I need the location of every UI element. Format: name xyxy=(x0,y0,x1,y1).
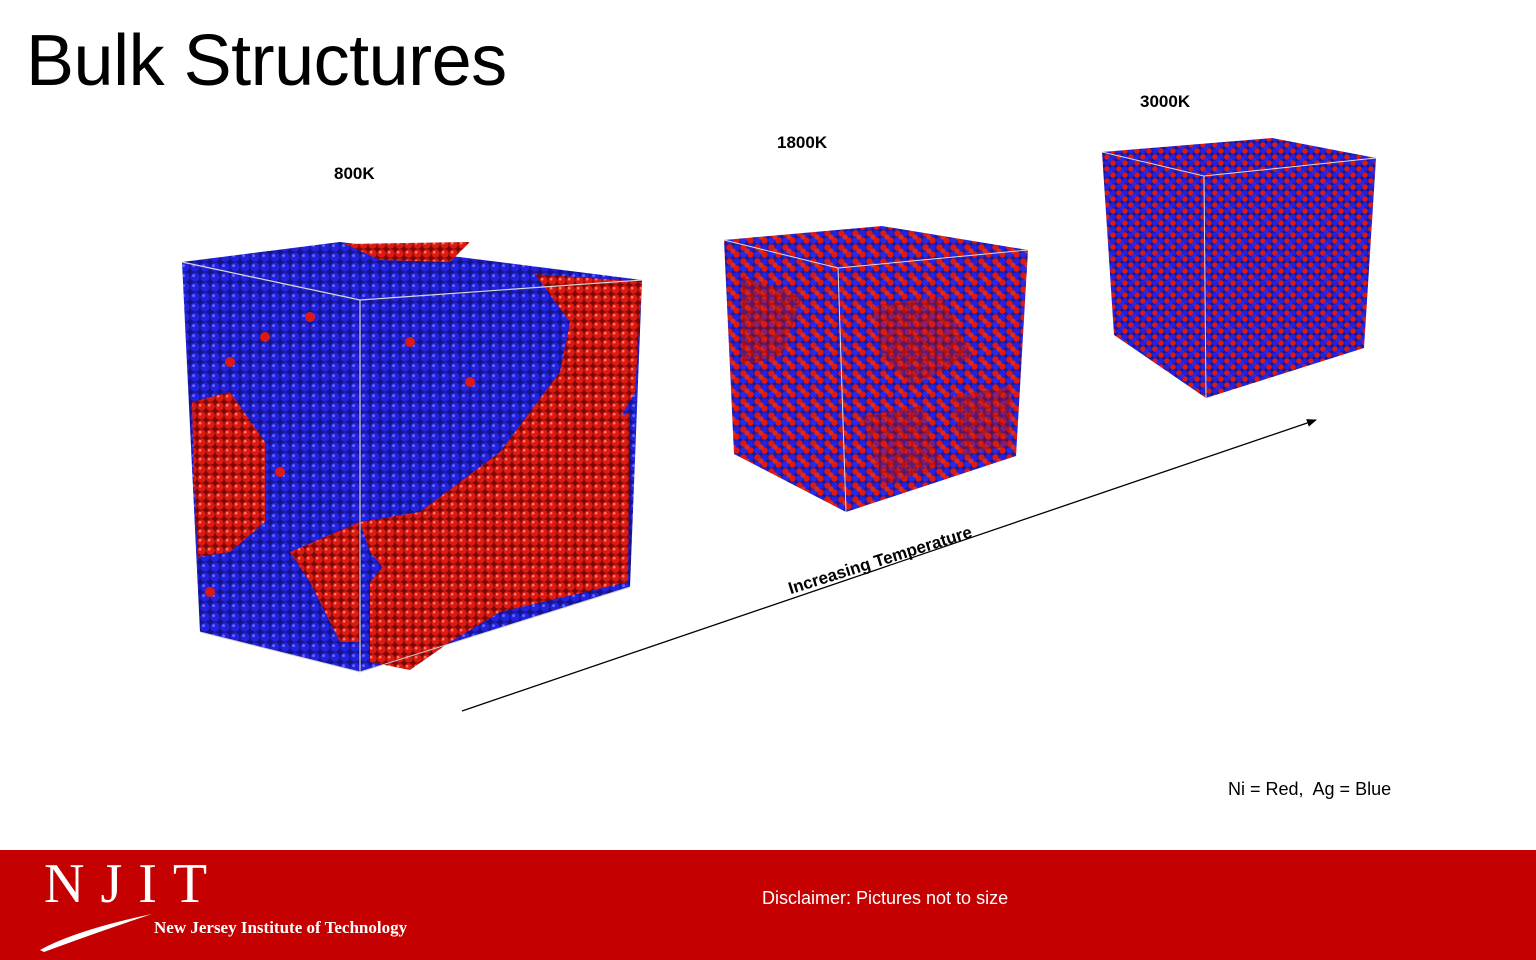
njit-logo-letters: NJIT xyxy=(44,853,224,915)
atomic-structure-1800k-image xyxy=(723,226,1029,513)
atomic-structure-3000k-image xyxy=(1101,138,1377,399)
temperature-label-3000k: 3000K xyxy=(1140,92,1191,111)
slide-title: Bulk Structures xyxy=(26,21,507,101)
temperature-label-800k: 800K xyxy=(334,164,375,183)
njit-swoosh-icon xyxy=(40,914,152,952)
temperature-label-1800k: 1800K xyxy=(777,133,828,152)
njit-logo-name: New Jersey Institute of Technology xyxy=(154,918,408,937)
element-color-legend: Ni = Red, Ag = Blue xyxy=(1228,779,1392,799)
arrow-label: Increasing Temperature xyxy=(786,522,975,599)
atomic-structure-800k-image xyxy=(181,242,643,673)
disclaimer-text: Disclaimer: Pictures not to size xyxy=(762,888,1009,908)
footer-bar: NJIT New Jersey Institute of Technology … xyxy=(0,850,1536,960)
